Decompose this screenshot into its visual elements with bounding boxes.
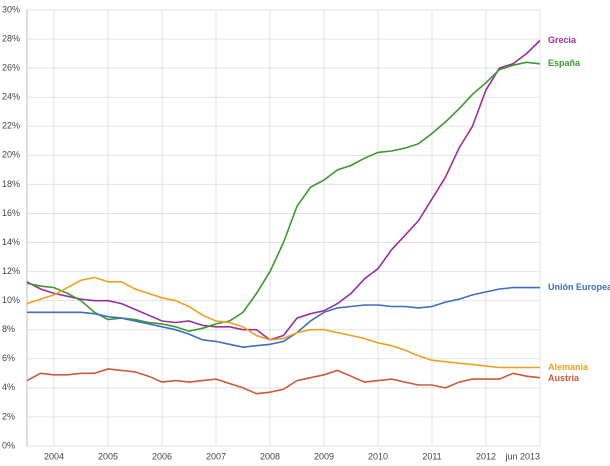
y-tick-label: 26% bbox=[2, 63, 20, 73]
legend-label: España bbox=[548, 58, 581, 68]
legend-label: Austria bbox=[548, 373, 580, 383]
y-tick-label: 20% bbox=[2, 150, 20, 160]
legend-label: Alemania bbox=[548, 362, 589, 372]
y-tick-label: 6% bbox=[2, 353, 15, 363]
series-line bbox=[27, 286, 540, 349]
series-line bbox=[26, 39, 541, 341]
y-tick-label: 18% bbox=[2, 179, 20, 189]
x-tick-label: 2010 bbox=[368, 451, 388, 461]
x-tick-label: 2011 bbox=[422, 451, 441, 461]
y-tick-label: 28% bbox=[2, 33, 20, 43]
x-tick-label: 2012 bbox=[476, 451, 496, 461]
series-line bbox=[26, 368, 541, 395]
y-tick-label: 14% bbox=[2, 237, 20, 247]
y-tick-label: 0% bbox=[2, 440, 15, 450]
series-line bbox=[26, 276, 540, 369]
y-tick-label: 24% bbox=[2, 92, 20, 102]
y-tick-label: 22% bbox=[2, 121, 20, 131]
x-tick-label: 2004 bbox=[44, 451, 64, 461]
legend-label: Grecia bbox=[548, 35, 577, 45]
y-tick-label: 4% bbox=[2, 382, 15, 392]
y-tick-label: 30% bbox=[2, 4, 20, 14]
x-tick-label: 2007 bbox=[206, 451, 226, 461]
x-tick-label: 2008 bbox=[260, 451, 280, 461]
x-tick-label: 2005 bbox=[98, 451, 118, 461]
y-tick-label: 2% bbox=[2, 411, 15, 421]
x-tick-label: 2006 bbox=[152, 451, 172, 461]
y-tick-label: 12% bbox=[2, 266, 20, 276]
legend-label: Unión Europea bbox=[548, 282, 610, 292]
y-tick-label: 16% bbox=[2, 208, 20, 218]
series-line bbox=[26, 61, 541, 333]
y-tick-label: 8% bbox=[2, 324, 15, 334]
x-tick-label: 2009 bbox=[314, 451, 334, 461]
y-tick-label: 10% bbox=[2, 295, 20, 305]
x-tick-label: jun 2013 bbox=[504, 451, 540, 461]
